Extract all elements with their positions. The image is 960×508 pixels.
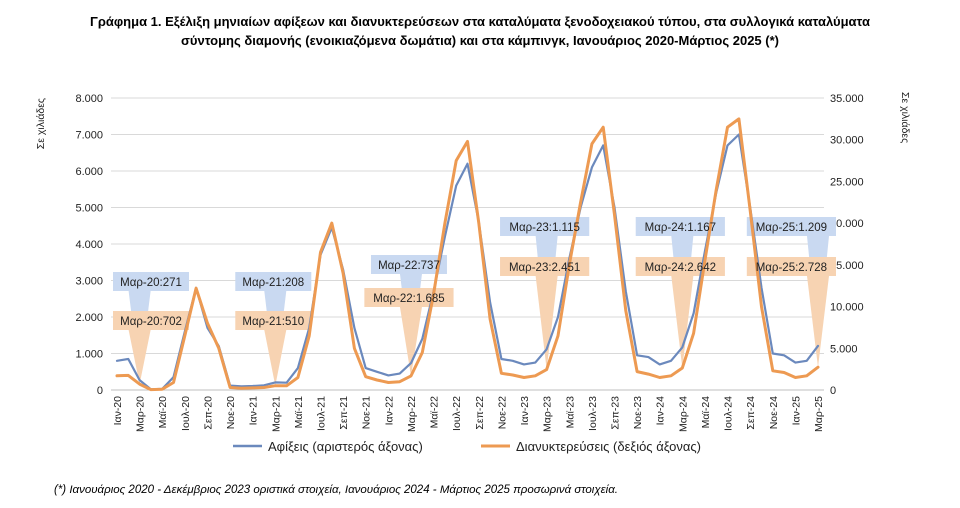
x-axis-tick-label: Σεπ-23	[609, 396, 621, 430]
x-axis-tick-label: Νοε-21	[361, 396, 373, 429]
annotation-label: Μαρ-25:1.209	[756, 222, 827, 234]
x-axis-tick-label: Ιουλ-21	[316, 396, 328, 431]
x-axis-tick-label: Ιουλ-23	[587, 396, 599, 431]
right-axis-tick-label: 5.000	[830, 343, 858, 355]
annotation-label: Μαρ-23:2.451	[509, 262, 580, 274]
series-lines	[115, 117, 820, 392]
x-axis-tick-label: Ιαν-23	[519, 396, 531, 426]
x-axis-tick-label: Σεπ-20	[202, 396, 214, 430]
annotation-box	[635, 217, 725, 236]
x-axis-tick-label: Σεπ-21	[338, 396, 350, 430]
left-axis-tick-label: 5.000	[75, 203, 103, 215]
annotation-box	[746, 217, 836, 236]
x-axis-tick-label: Μαϊ-24	[700, 396, 712, 428]
x-axis-tick-label: Μαρ-21	[270, 396, 282, 432]
left-axis-tick-label: 4.000	[75, 239, 103, 251]
chart-title-line-2: σύντομης διαμονής (ενοικιαζόμενα δωμάτια…	[181, 33, 779, 48]
chart-title-line-1: Γράφημα 1. Εξέλιξη μηνιαίων αφίξεων και …	[90, 14, 870, 29]
annotation-label: Μαρ-20:702	[120, 316, 182, 328]
left-axis-label: Σε χιλιάδες	[35, 98, 47, 149]
annotation-box	[500, 217, 590, 236]
legend-label-arrivals: Αφίξεις (αριστερός άξονας)	[268, 439, 423, 454]
x-axis-tick-label: Μαρ-22	[406, 396, 418, 432]
annotation-label: Μαρ-20:271	[120, 277, 182, 289]
x-axis-tick-label: Μαϊ-23	[564, 396, 576, 428]
annotation-pointer	[128, 330, 151, 385]
left-axis-tick-label: 7.000	[75, 130, 103, 142]
annotation-box	[235, 311, 312, 330]
x-axis-tick-label: Μαϊ-21	[293, 396, 305, 428]
x-axis-tick-label: Μαρ-20	[135, 396, 147, 432]
annotation-pointer	[264, 330, 287, 386]
x-axis-tick-label: Μαϊ-20	[157, 396, 169, 428]
annotation-label: Μαρ-21:208	[242, 277, 304, 289]
annotation-labels: Μαρ-20:271 Μαρ-20:702 Μαρ-21:208 Μαρ-21:510…	[120, 222, 827, 328]
left-axis-tick-label: 2.000	[75, 312, 103, 324]
left-axis-tick-label: 1.000	[75, 349, 103, 361]
annotation-box	[235, 272, 312, 291]
left-axis-tick-label: 0	[97, 385, 103, 397]
annotation-label: Μαρ-22:737	[378, 260, 440, 272]
footnote: (*) Ιανουάριος 2020 - Δεκέμβριος 2023 ορ…	[54, 484, 618, 496]
x-axis-tick-label: Σεπ-24	[745, 396, 757, 430]
line-chart: 0 1.000 2.000 3.000 4.000 5.000 6.000 7.000 8.00…	[35, 92, 911, 454]
annotation-pointer	[399, 307, 422, 376]
annotation-box	[113, 311, 189, 330]
left-axis-tick-label: 6.000	[75, 166, 103, 178]
right-axis-tick-label: 25.000	[830, 176, 864, 188]
x-axis-tick-label: Μαρ-25	[813, 396, 825, 432]
x-axis-tick-label: Μαϊ-22	[429, 396, 441, 428]
annotation-box	[370, 255, 447, 274]
right-axis-tick-label: 10.000	[830, 302, 864, 314]
x-axis-tick-label: Ιαν-22	[383, 396, 395, 426]
x-axis-tick-label: Ιαν-25	[790, 396, 802, 426]
annotation-pointer	[807, 276, 829, 368]
annotation-label: Μαρ-25:2.728	[756, 262, 827, 274]
x-axis-tick-label: Νοε-24	[768, 396, 780, 429]
right-axis-ticks: 0 5.000 10.000 15.000 20.000 25.000 30.000 35.0…	[830, 93, 864, 397]
right-axis-tick-label: 35.000	[830, 93, 864, 105]
x-axis-ticks: Ιαν-20 Μαρ-20 Μαϊ-20 Ιουλ-20 Σεπ-20 Νοε-20 Ιαν…	[111, 389, 825, 432]
annotation-label: Μαρ-24:2.642	[645, 262, 716, 274]
annotation-label: Μαρ-22:1.685	[373, 293, 444, 305]
x-axis-tick-label: Ιαν-21	[248, 396, 260, 426]
annotation-label: Μαρ-21:510	[242, 316, 304, 328]
legend: Αφίξεις (αριστερός άξονας) Διανυκτερεύσει…	[233, 439, 701, 454]
legend-label-nights: Διανυκτερεύσεις (δεξιός άξονας)	[516, 439, 701, 454]
x-axis-tick-label: Νοε-22	[496, 396, 508, 429]
left-axis-tick-label: 8.000	[75, 93, 103, 105]
x-axis-tick-label: Μαρ-23	[542, 396, 554, 432]
x-axis-tick-label: Ιουλ-20	[180, 396, 192, 431]
chart-title: Γράφημα 1. Εξέλιξη μηνιαίων αφίξεων και …	[0, 12, 960, 50]
nights-series-line	[115, 117, 820, 392]
arrivals-series-line	[115, 133, 820, 391]
annotation-pointer	[535, 276, 558, 370]
x-axis-tick-label: Ιαν-24	[655, 396, 667, 426]
right-axis-label: Σε χιλιάδες	[899, 92, 911, 143]
annotation-pointer	[671, 276, 694, 368]
right-axis-tick-label: 30.000	[830, 135, 864, 147]
annotation-box	[113, 272, 189, 291]
right-axis-tick-label: 0	[830, 385, 836, 397]
annotation-box	[746, 257, 836, 276]
x-axis-tick-label: Ιουλ-22	[451, 396, 463, 431]
annotation-label: Μαρ-23:1.115	[509, 222, 580, 234]
x-axis-tick-label: Ιαν-20	[112, 396, 124, 426]
x-axis-tick-label: Νοε-23	[632, 396, 644, 429]
annotation-label: Μαρ-24:1.167	[645, 222, 716, 234]
left-axis-ticks: 0 1.000 2.000 3.000 4.000 5.000 6.000 7.000 8.00…	[75, 93, 103, 397]
right-axis-tick-label: 20.000	[830, 218, 864, 230]
x-axis-tick-label: Μαρ-24	[677, 396, 689, 432]
x-axis-tick-label: Ιουλ-24	[723, 396, 735, 431]
left-axis-tick-label: 3.000	[75, 276, 103, 288]
right-axis-tick-label: 15.000	[830, 260, 864, 272]
x-axis-tick-label: Νοε-20	[225, 396, 237, 429]
x-axis-tick-label: Σεπ-22	[474, 396, 486, 430]
